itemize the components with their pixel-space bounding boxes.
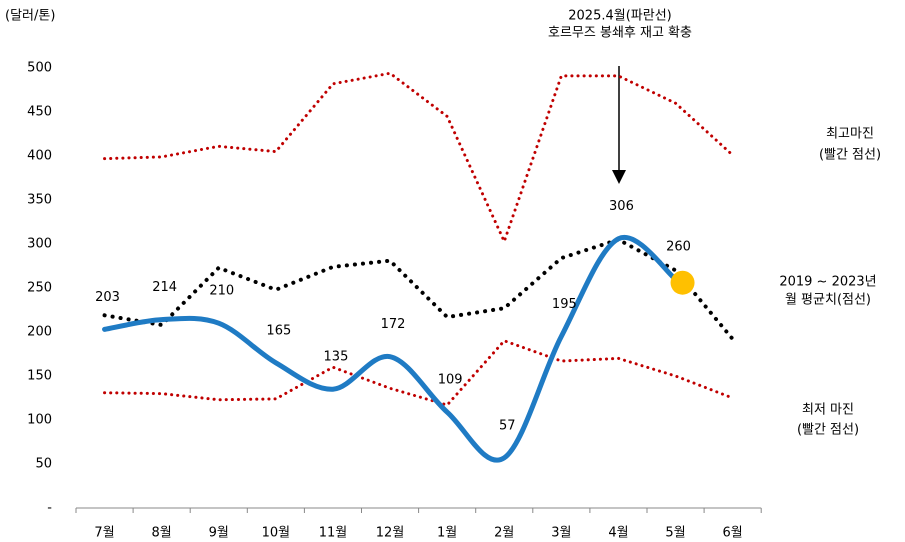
series-label: 월 평균치(점선) (785, 293, 871, 308)
series-line (103, 339, 735, 407)
series-label: 최고마진 (826, 127, 874, 142)
data-label: 214 (152, 280, 177, 295)
series-label: (빨간 점선) (819, 148, 881, 163)
series-line (102, 237, 735, 342)
x-tick-label: 4월 (608, 526, 628, 541)
highlight-dot (670, 270, 695, 295)
annotation: 2025.4월(파란선) (568, 9, 671, 24)
annotation: 호르무즈 봉쇄후 재고 확충 (548, 26, 692, 41)
x-tick-label: 6월 (723, 526, 743, 541)
data-label: 57 (499, 418, 516, 433)
arrow-head (612, 170, 626, 184)
y-tick-label: 250 (27, 281, 52, 296)
unit-label: (달러/톤) (5, 9, 55, 24)
x-tick-label: 10월 (262, 526, 291, 541)
data-label: 195 (552, 297, 577, 312)
data-label: 210 (209, 284, 234, 299)
data-label: 306 (609, 199, 634, 214)
y-tick-label: 150 (27, 369, 52, 384)
x-tick-label: 7월 (94, 526, 114, 541)
y-tick-label: - (47, 501, 52, 516)
data-label: 109 (438, 373, 463, 388)
series-label: 2019 ~ 2023년 (779, 275, 876, 290)
x-tick-label: 2월 (494, 526, 514, 541)
y-tick-label: 50 (35, 457, 52, 472)
y-tick-label: 100 (27, 413, 52, 428)
series-line (103, 71, 735, 243)
y-tick-label: 400 (27, 149, 52, 164)
series-label: 최저 마진 (802, 403, 854, 418)
data-label: 135 (324, 350, 349, 365)
series-line (102, 234, 679, 463)
y-tick-label: 200 (27, 325, 52, 340)
x-tick-label: 1월 (437, 526, 457, 541)
data-label: 165 (266, 323, 291, 338)
x-tick-label: 11월 (319, 526, 348, 541)
y-tick-label: 500 (27, 61, 52, 76)
y-tick-label: 350 (27, 193, 52, 208)
y-tick-label: 450 (27, 105, 52, 120)
data-label: 203 (95, 290, 120, 305)
series-label: (빨간 점선) (797, 423, 859, 438)
x-tick-label: 8월 (152, 526, 172, 541)
x-tick-label: 12월 (376, 526, 405, 541)
data-label: 172 (381, 317, 406, 332)
data-label: 260 (666, 240, 691, 255)
y-tick-label: 300 (27, 237, 52, 252)
x-tick-label: 3월 (551, 526, 571, 541)
x-tick-label: 5월 (665, 526, 685, 541)
x-tick-label: 9월 (209, 526, 229, 541)
